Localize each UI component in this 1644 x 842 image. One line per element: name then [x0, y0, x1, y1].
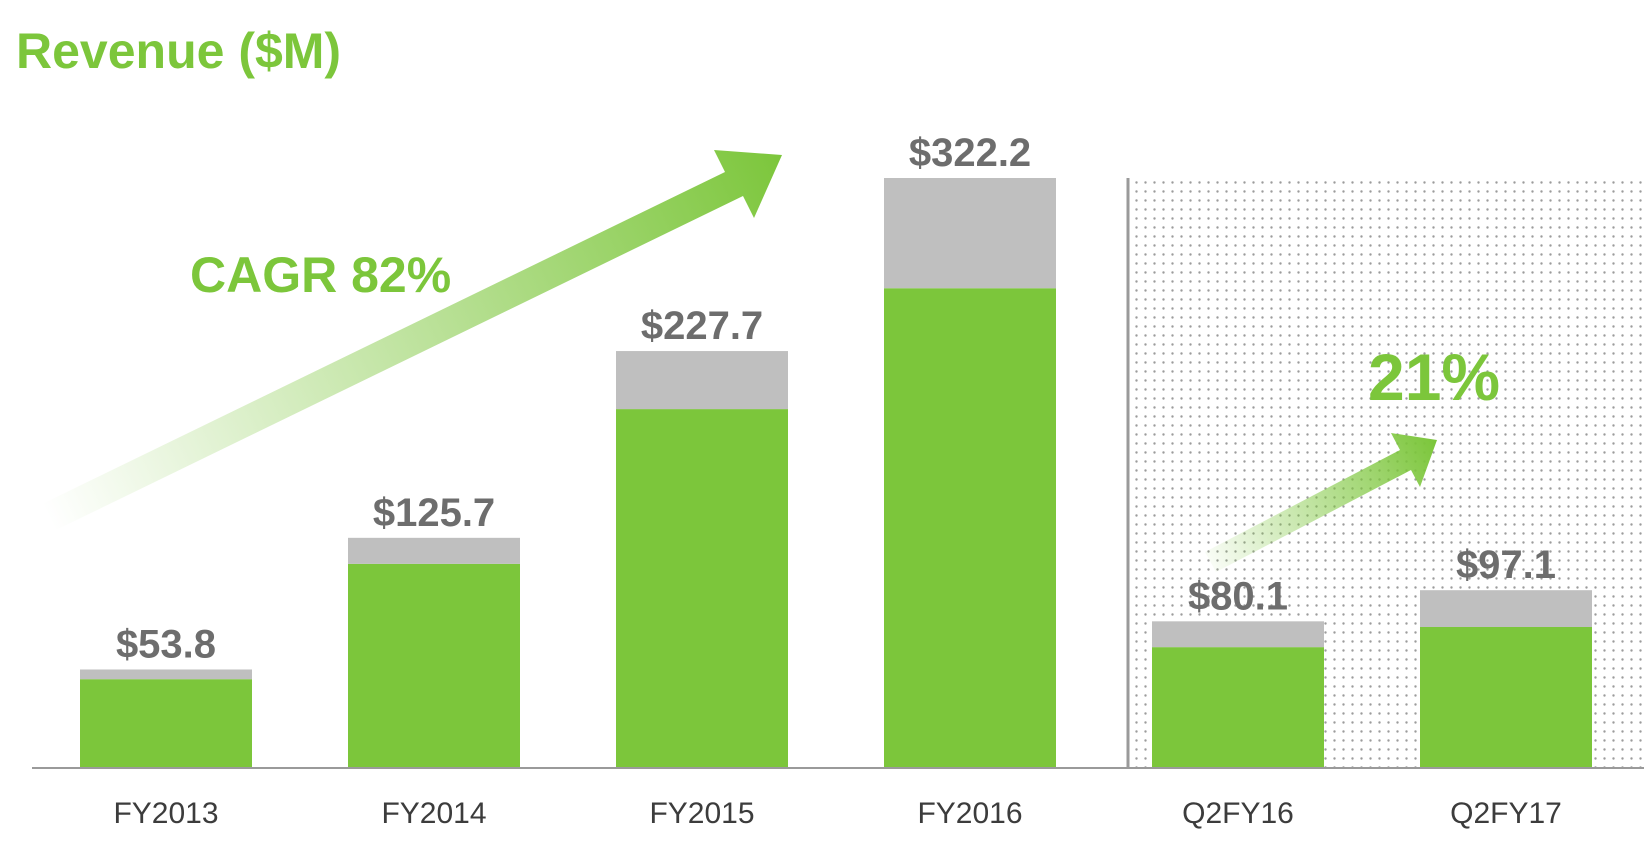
- bar-fy2015-primary: [616, 409, 788, 768]
- bar-q2fy17-secondary: [1420, 590, 1592, 628]
- bar-fy2013-primary: [80, 679, 252, 768]
- category-label-q2fy17: Q2FY17: [1450, 797, 1562, 830]
- bar-fy2016-primary: [884, 288, 1056, 768]
- value-label-fy2013: $53.8: [116, 622, 216, 666]
- bar-fy2014-secondary: [348, 537, 520, 564]
- bar-fy2015-secondary: [616, 351, 788, 410]
- bar-fy2014-primary: [348, 563, 520, 768]
- category-label-q2fy16: Q2FY16: [1182, 797, 1294, 830]
- cagr-annotation: CAGR 82%: [190, 247, 451, 303]
- quarterly-growth-arrow: [1205, 433, 1437, 572]
- bar-q2fy17-primary: [1420, 627, 1592, 768]
- category-label-fy2013: FY2013: [113, 797, 218, 830]
- cagr-growth-arrow: [38, 150, 782, 530]
- category-label-fy2014: FY2014: [381, 797, 486, 830]
- value-label-q2fy17: $97.1: [1456, 543, 1556, 587]
- bar-fy2013-secondary: [80, 669, 252, 680]
- bar-fy2016-secondary: [884, 178, 1056, 289]
- chart-title: Revenue ($M): [16, 23, 341, 79]
- category-label-fy2016: FY2016: [917, 797, 1022, 830]
- category-label-fy2015: FY2015: [649, 797, 754, 830]
- value-label-fy2015: $227.7: [641, 304, 763, 348]
- bars-layer: $53.8 FY2013 $125.7 FY2014 $227.7 FY2015 $322.…: [80, 131, 1592, 830]
- value-label-fy2016: $322.2: [909, 131, 1031, 175]
- quarterly-growth-annotation: 21%: [1368, 340, 1500, 414]
- bar-q2fy16-primary: [1152, 647, 1324, 768]
- value-label-fy2014: $125.7: [373, 491, 495, 535]
- value-label-q2fy16: $80.1: [1188, 574, 1288, 618]
- bar-q2fy16-secondary: [1152, 621, 1324, 648]
